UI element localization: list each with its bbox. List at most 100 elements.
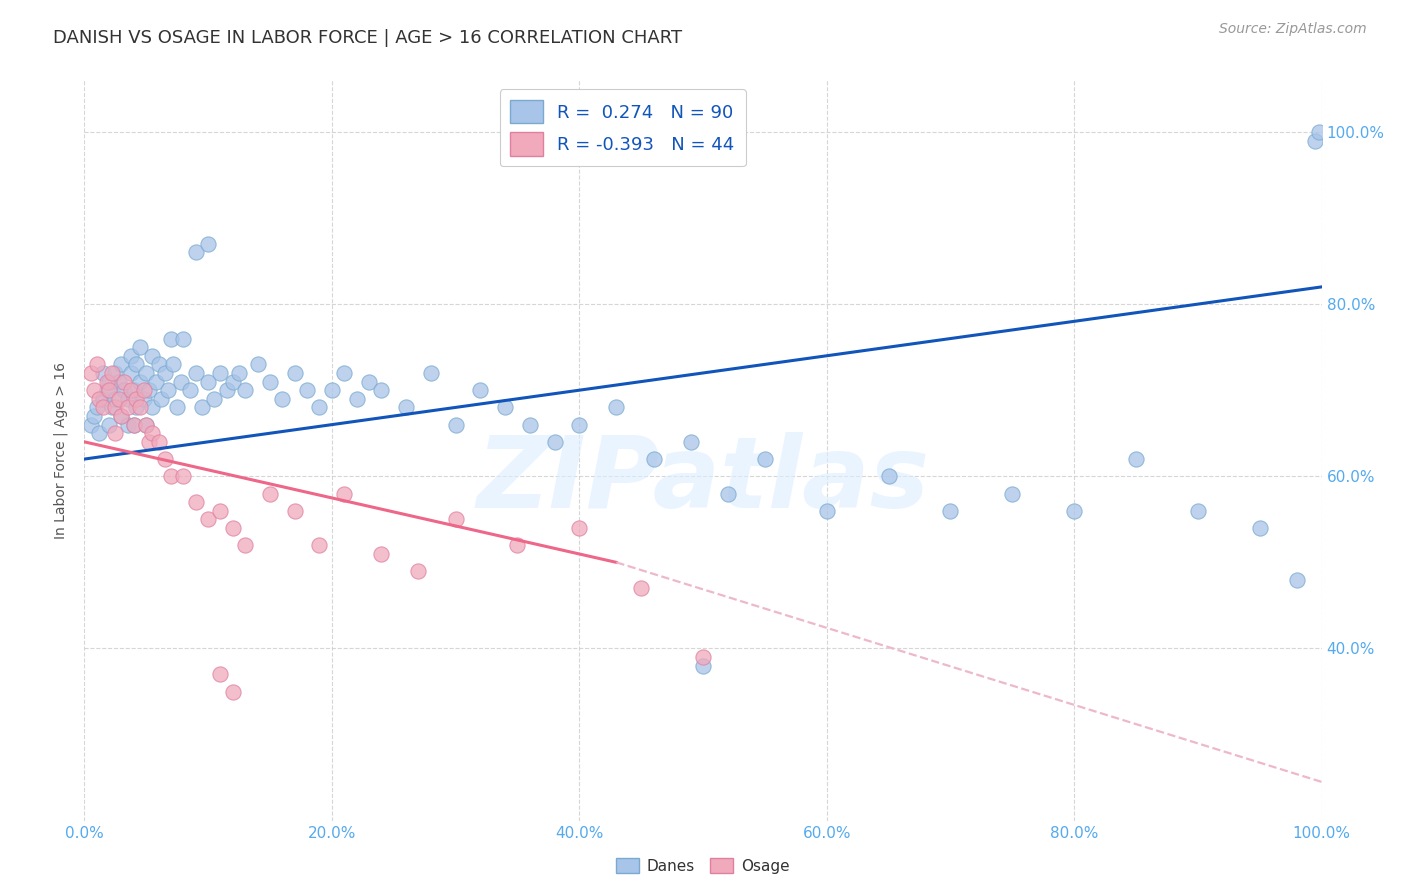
Point	[284, 504, 307, 518]
Point	[308, 538, 330, 552]
Point	[166, 401, 188, 415]
Point	[120, 349, 142, 363]
Point	[160, 469, 183, 483]
Point	[259, 486, 281, 500]
Point	[209, 667, 232, 681]
Point	[605, 401, 627, 415]
Point	[129, 340, 152, 354]
Point	[877, 469, 900, 483]
Point	[191, 401, 214, 415]
Point	[1001, 486, 1024, 500]
Point	[91, 366, 114, 380]
Point	[395, 401, 418, 415]
Point	[120, 383, 142, 397]
Point	[754, 452, 776, 467]
Point	[141, 401, 163, 415]
Point	[295, 383, 318, 397]
Point	[129, 375, 152, 389]
Point	[308, 401, 330, 415]
Point	[197, 375, 219, 389]
Point	[96, 383, 118, 397]
Point	[122, 417, 145, 432]
Point	[125, 392, 148, 406]
Point	[321, 383, 343, 397]
Point	[209, 366, 232, 380]
Point	[184, 245, 207, 260]
Point	[129, 401, 152, 415]
Point	[141, 426, 163, 441]
Point	[122, 383, 145, 397]
Y-axis label: In Labor Force | Age > 16: In Labor Force | Age > 16	[53, 362, 69, 539]
Point	[96, 375, 118, 389]
Point	[138, 383, 160, 397]
Legend: Danes, Osage: Danes, Osage	[610, 852, 796, 880]
Point	[568, 417, 591, 432]
Point	[197, 512, 219, 526]
Point	[470, 383, 492, 397]
Point	[494, 401, 516, 415]
Point	[138, 434, 160, 449]
Point	[408, 564, 430, 578]
Point	[125, 357, 148, 371]
Point	[170, 375, 193, 389]
Point	[370, 547, 392, 561]
Point	[122, 417, 145, 432]
Point	[86, 401, 108, 415]
Point	[1285, 573, 1308, 587]
Point	[83, 409, 105, 423]
Point	[228, 366, 250, 380]
Point	[153, 366, 176, 380]
Point	[135, 417, 157, 432]
Point	[153, 452, 176, 467]
Point	[246, 357, 269, 371]
Point	[679, 434, 702, 449]
Point	[184, 366, 207, 380]
Point	[110, 357, 132, 371]
Point	[543, 434, 565, 449]
Point	[630, 581, 652, 595]
Point	[1305, 134, 1327, 148]
Point	[202, 392, 225, 406]
Point	[1249, 521, 1271, 535]
Point	[333, 486, 356, 500]
Point	[108, 392, 131, 406]
Point	[333, 366, 356, 380]
Point	[233, 383, 256, 397]
Point	[222, 521, 245, 535]
Point	[643, 452, 665, 467]
Point	[83, 383, 105, 397]
Point	[184, 495, 207, 509]
Point	[104, 366, 127, 380]
Point	[110, 409, 132, 423]
Point	[419, 366, 441, 380]
Point	[108, 375, 131, 389]
Point	[117, 417, 139, 432]
Point	[1308, 125, 1330, 139]
Point	[172, 469, 194, 483]
Point	[86, 357, 108, 371]
Point	[1125, 452, 1147, 467]
Point	[179, 383, 201, 397]
Point	[271, 392, 294, 406]
Point	[79, 366, 101, 380]
Point	[172, 332, 194, 346]
Point	[692, 650, 714, 665]
Point	[160, 332, 183, 346]
Point	[100, 366, 122, 380]
Point	[233, 538, 256, 552]
Point	[125, 401, 148, 415]
Point	[357, 375, 380, 389]
Point	[89, 426, 111, 441]
Text: ZIPatlas: ZIPatlas	[477, 432, 929, 529]
Point	[370, 383, 392, 397]
Point	[939, 504, 962, 518]
Point	[104, 401, 127, 415]
Point	[162, 357, 184, 371]
Point	[506, 538, 529, 552]
Point	[112, 383, 135, 397]
Point	[444, 417, 467, 432]
Legend: R =  0.274   N = 90, R = -0.393   N = 44: R = 0.274 N = 90, R = -0.393 N = 44	[499, 89, 745, 167]
Point	[284, 366, 307, 380]
Point	[110, 409, 132, 423]
Point	[519, 417, 541, 432]
